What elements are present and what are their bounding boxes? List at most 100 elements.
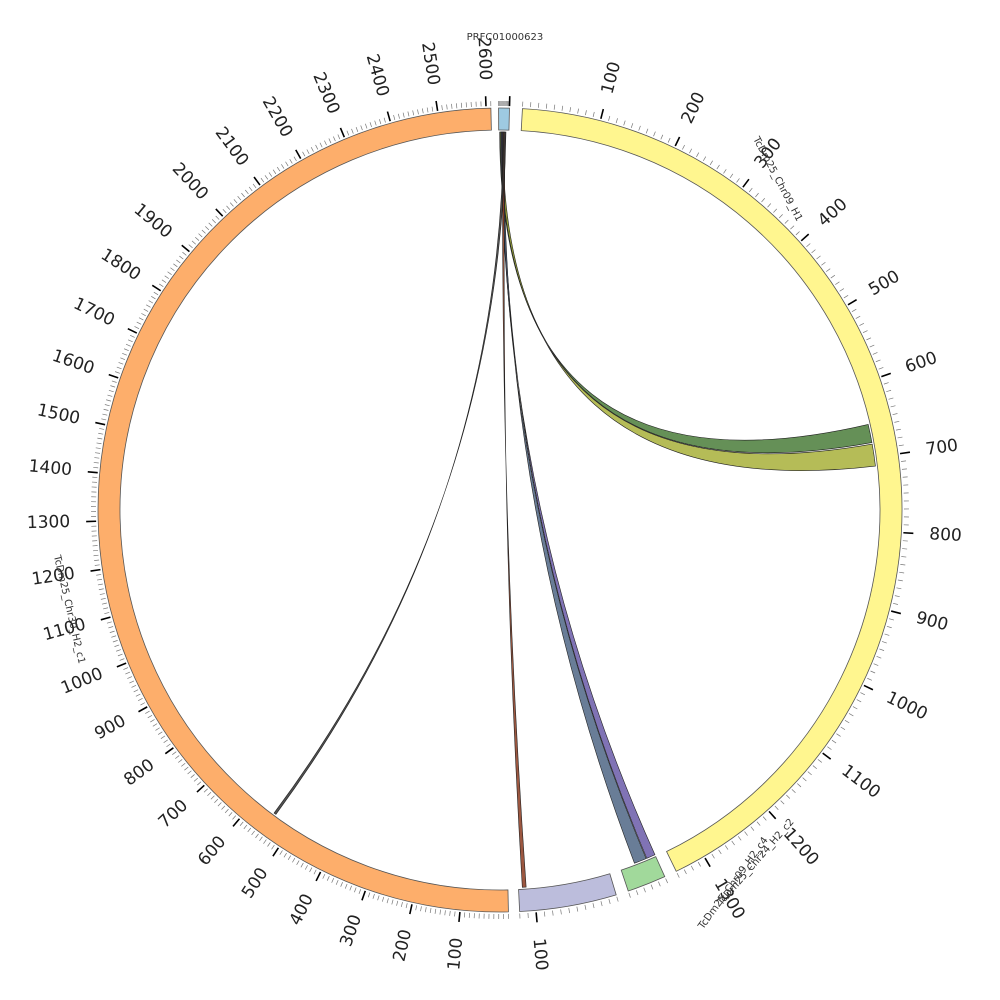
minor-tick	[836, 733, 841, 737]
minor-tick	[271, 844, 275, 850]
minor-tick	[888, 397, 894, 400]
minor-tick	[300, 862, 304, 868]
minor-tick	[99, 593, 105, 595]
minor-tick	[160, 735, 166, 739]
minor-tick	[884, 633, 890, 636]
minor-tick	[99, 428, 105, 430]
major-tick	[435, 100, 439, 111]
minor-tick	[96, 442, 102, 445]
minor-tick	[561, 105, 564, 111]
minor-tick	[102, 413, 108, 416]
ideogram-TcDm25_Chr09_H1	[520, 108, 903, 872]
minor-tick	[790, 225, 795, 230]
minor-tick	[890, 405, 896, 408]
minor-tick	[767, 203, 772, 208]
minor-tick	[424, 907, 427, 913]
minor-tick	[894, 595, 900, 598]
minor-tick	[237, 196, 242, 201]
minor-tick	[650, 884, 654, 890]
minor-tick	[287, 855, 292, 861]
minor-tick	[358, 889, 362, 895]
minor-tick	[897, 579, 903, 582]
minor-tick	[100, 597, 106, 600]
major-tick	[215, 208, 224, 217]
tick-label: 200	[678, 89, 710, 127]
minor-tick	[896, 587, 902, 590]
minor-tick	[405, 903, 408, 909]
minor-tick	[696, 152, 700, 158]
minor-tick	[876, 656, 882, 659]
minor-tick	[386, 898, 389, 904]
minor-tick	[94, 452, 101, 454]
major-tick	[95, 421, 106, 426]
minor-tick	[178, 759, 183, 763]
tick-label: 700	[155, 796, 192, 833]
tick-label: 600	[903, 348, 940, 378]
tick-label: 1600	[49, 346, 96, 379]
minor-tick	[346, 130, 350, 136]
minor-tick	[444, 910, 446, 916]
minor-tick	[215, 215, 220, 220]
tick-label: 100	[529, 937, 552, 971]
minor-tick	[335, 880, 339, 885]
major-tick	[768, 810, 777, 820]
minor-tick	[145, 710, 150, 714]
minor-tick	[103, 607, 109, 610]
link-ribbon	[500, 131, 876, 471]
minor-tick	[279, 850, 283, 855]
tick-label: 1100	[837, 761, 884, 803]
minor-tick	[94, 457, 100, 459]
minor-tick	[369, 122, 372, 128]
minor-tick	[130, 334, 135, 338]
minor-tick	[892, 602, 899, 605]
major-tick	[232, 818, 241, 827]
minor-tick	[309, 867, 313, 873]
minor-tick	[166, 743, 171, 748]
minor-tick	[552, 910, 554, 916]
minor-tick	[729, 173, 734, 179]
minor-tick	[101, 602, 107, 605]
minor-tick	[241, 192, 245, 198]
major-tick	[100, 616, 111, 621]
minor-tick	[780, 800, 785, 805]
tick-label: 500	[865, 266, 903, 300]
minor-tick	[96, 574, 102, 576]
minor-tick	[873, 663, 879, 666]
minor-tick	[182, 251, 187, 256]
segment-label-seg0: PRFC01000623	[467, 32, 544, 43]
tick-label: 1000	[58, 664, 106, 699]
tick-label: 100	[444, 937, 467, 971]
minor-tick	[340, 881, 343, 887]
minor-tick	[773, 208, 778, 213]
minor-tick	[268, 172, 273, 177]
minor-tick	[716, 164, 720, 170]
minor-tick	[129, 680, 135, 684]
links-layer	[273, 131, 876, 888]
minor-tick	[434, 908, 437, 914]
minor-tick	[191, 240, 196, 245]
tick-label: 2500	[417, 41, 443, 87]
minor-tick	[255, 833, 259, 839]
major-tick	[386, 111, 391, 122]
minor-tick	[608, 115, 611, 121]
minor-tick	[755, 192, 759, 198]
tick-label: 2200	[258, 93, 297, 141]
minor-tick	[133, 689, 139, 693]
minor-tick	[600, 901, 603, 907]
minor-tick	[439, 909, 441, 915]
minor-tick	[901, 556, 907, 558]
major-tick	[881, 372, 892, 378]
minor-tick	[112, 640, 118, 643]
minor-tick	[761, 198, 766, 203]
major-tick	[890, 610, 902, 615]
minor-tick	[141, 313, 146, 317]
minor-tick	[883, 382, 889, 385]
minor-tick	[592, 903, 595, 909]
minor-tick	[101, 418, 107, 421]
minor-tick	[157, 731, 163, 735]
ideogram-TcDm25_Chr09_H2_c4	[620, 856, 666, 892]
minor-tick	[123, 667, 129, 670]
major-tick	[903, 531, 914, 535]
minor-tick	[173, 263, 178, 268]
link-ribbon	[273, 131, 507, 815]
